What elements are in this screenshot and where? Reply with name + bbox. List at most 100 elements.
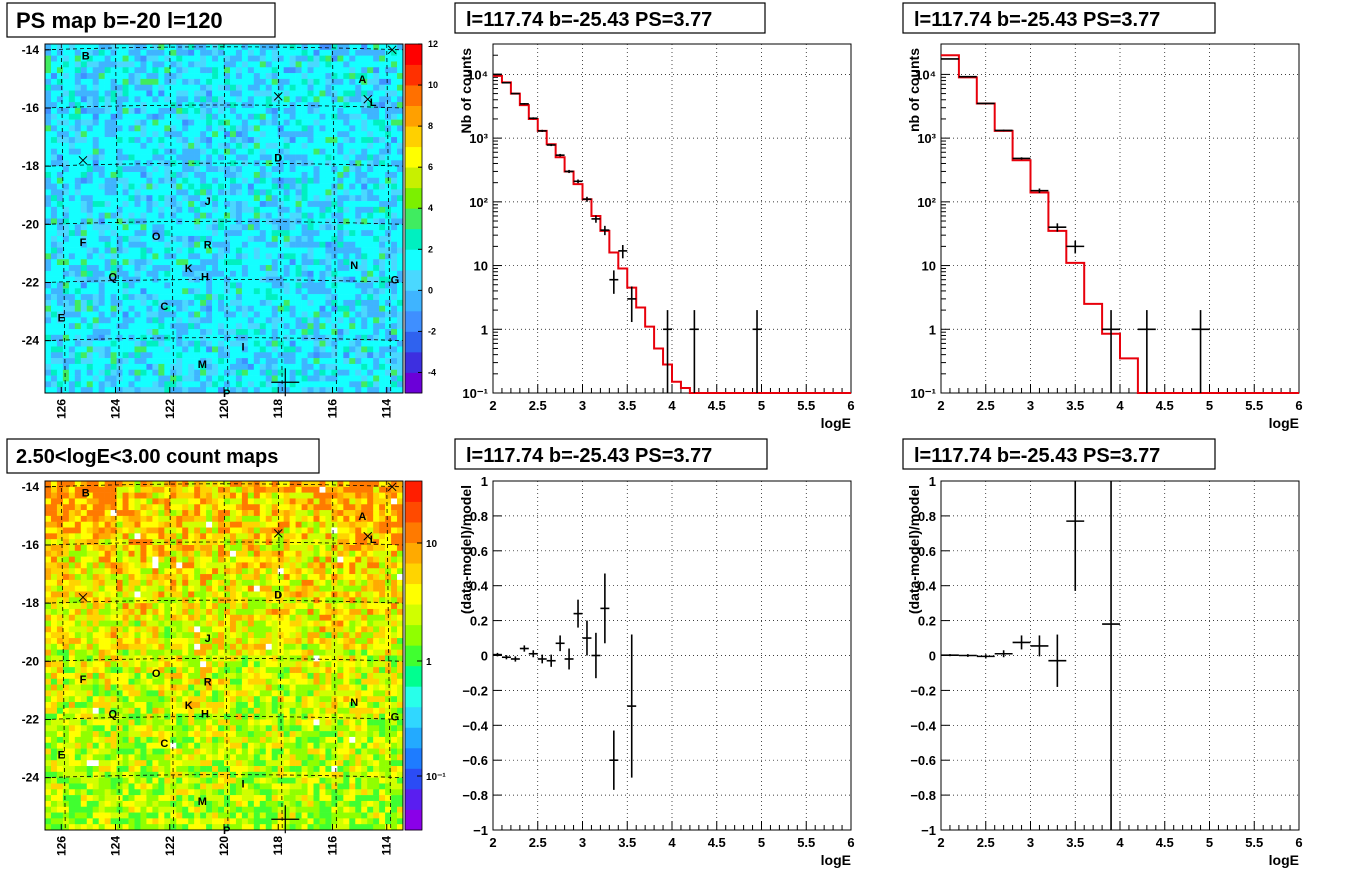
heatmap-cell <box>301 265 308 272</box>
heatmap-cell <box>206 340 213 347</box>
heatmap-cell <box>68 142 76 149</box>
heatmap-cell <box>307 189 314 196</box>
heatmap-cell <box>373 574 380 581</box>
heatmap-cell <box>289 323 296 330</box>
heatmap-cell <box>307 597 314 604</box>
heatmap-cell <box>152 515 159 523</box>
heatmap-cell <box>271 504 278 511</box>
heatmap-cell <box>337 253 344 260</box>
heatmap-cell <box>164 340 171 347</box>
heatmap-cell <box>134 550 141 557</box>
heatmap-cell <box>158 171 165 179</box>
heatmap-cell <box>218 177 225 184</box>
heatmap-cell <box>92 492 99 499</box>
heatmap-cell <box>188 166 195 173</box>
heatmap-cell <box>74 102 82 109</box>
heatmap-cell <box>152 562 159 569</box>
heatmap-cell <box>116 486 123 493</box>
heatmap-cell <box>45 247 52 254</box>
heatmap-cell <box>62 253 70 260</box>
heatmap-cell <box>283 90 290 97</box>
heatmap-cell <box>110 154 117 161</box>
heatmap-cell <box>361 288 368 295</box>
heatmap-cell <box>56 73 64 80</box>
heatmap-cell <box>218 265 225 272</box>
heatmap-cell <box>134 363 141 371</box>
heatmap-cell <box>259 568 267 575</box>
heatmap-cell <box>301 504 308 511</box>
heatmap-cell <box>361 544 368 552</box>
heatmap-cell <box>319 154 326 161</box>
heatmap-cell <box>86 265 94 272</box>
heatmap-cell <box>45 61 52 68</box>
heatmap-cell <box>218 381 225 388</box>
heatmap-cell <box>379 358 386 365</box>
heatmap-cell <box>379 305 386 312</box>
heatmap-cell <box>74 270 82 277</box>
heatmap-cell <box>295 259 302 266</box>
heatmap-cell <box>373 241 380 248</box>
heatmap-cell <box>116 340 123 347</box>
heatmap-cell <box>229 363 237 371</box>
heatmap-cell <box>86 381 94 388</box>
heatmap-cell <box>116 352 123 359</box>
heatmap-cell <box>62 282 70 289</box>
heatmap-cell <box>86 282 94 289</box>
heatmap-cell <box>116 276 123 283</box>
heatmap-cell <box>361 84 368 91</box>
heatmap-cell <box>241 195 249 202</box>
heatmap-cell <box>373 224 380 231</box>
heatmap-cell <box>158 241 165 248</box>
heatmap-cell <box>74 107 82 115</box>
heatmap-cell <box>367 212 374 219</box>
heatmap-cell <box>182 299 189 307</box>
heatmap-cell <box>259 486 267 493</box>
heatmap-cell <box>325 61 332 68</box>
heatmap-cell <box>146 369 153 376</box>
heatmap-cell <box>319 177 326 184</box>
heatmap-cell <box>152 119 159 126</box>
heatmap-cell <box>367 270 374 277</box>
heatmap-cell <box>379 212 386 219</box>
heatmap-cell <box>68 352 76 359</box>
heatmap-cell <box>391 183 398 190</box>
heatmap-cell <box>355 142 362 149</box>
heatmap-cell <box>158 160 165 167</box>
heatmap-cell <box>325 270 332 277</box>
heatmap-cell <box>229 585 237 592</box>
heatmap-cell <box>86 510 94 517</box>
heatmap-cell <box>397 73 404 80</box>
heatmap-cell <box>45 527 52 534</box>
heatmap-cell <box>343 550 350 557</box>
heatmap-cell <box>212 544 219 552</box>
heatmap-cell <box>56 568 64 575</box>
heatmap-cell <box>313 375 320 382</box>
heatmap-cell <box>295 486 302 493</box>
heatmap-cell <box>122 568 129 575</box>
heatmap-cell <box>283 78 290 86</box>
heatmap-cell <box>146 539 153 546</box>
heatmap-cell <box>301 270 308 277</box>
heatmap-cell <box>104 305 111 312</box>
heatmap-cell <box>158 486 165 493</box>
heatmap-cell <box>253 387 261 394</box>
heatmap-cell <box>50 591 58 598</box>
heatmap-cell <box>122 183 129 190</box>
heatmap-cell <box>45 183 52 190</box>
heatmap-cell <box>271 206 278 213</box>
heatmap-cell <box>247 183 255 190</box>
heatmap-cell <box>313 282 320 289</box>
heatmap-cell <box>379 270 386 277</box>
heatmap-cell <box>361 515 368 523</box>
heatmap-cell <box>265 125 273 132</box>
heatmap-cell <box>367 102 374 109</box>
heatmap-cell <box>164 504 171 511</box>
heatmap-cell <box>170 492 177 499</box>
heatmap-cell <box>391 329 398 336</box>
heatmap-cell <box>224 550 231 557</box>
heatmap-cell <box>343 375 350 382</box>
heatmap-cell <box>373 230 380 237</box>
heatmap-cell <box>164 591 171 598</box>
heatmap-cell <box>80 113 88 120</box>
heatmap-cell <box>307 125 314 132</box>
